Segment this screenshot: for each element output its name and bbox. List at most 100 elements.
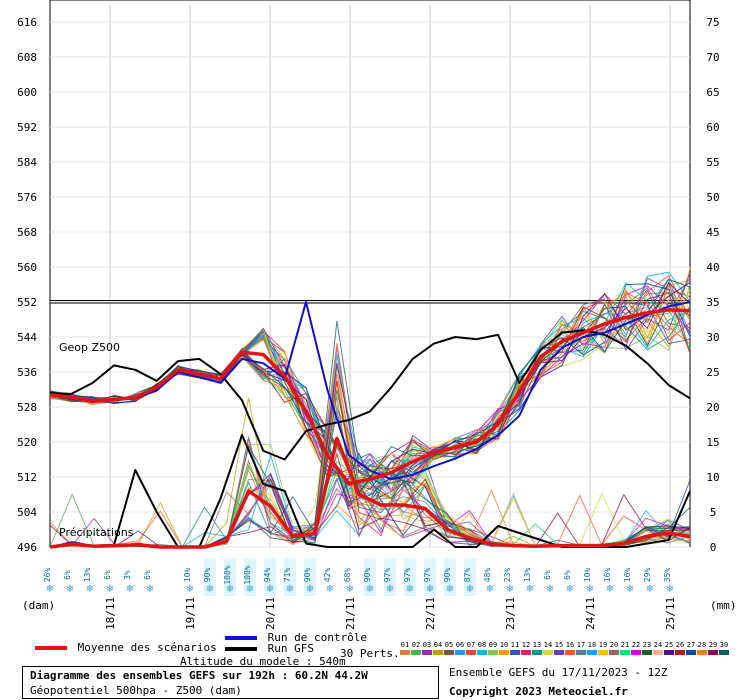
member-color-swatch — [521, 650, 531, 655]
member-id-label: 06 — [456, 641, 464, 649]
left-tick-label: 552 — [17, 296, 37, 309]
member-id-label: 24 — [654, 641, 662, 649]
right-tick-label: 55 — [706, 156, 719, 169]
member-color-swatch — [664, 650, 674, 655]
left-tick-label: 544 — [17, 331, 37, 344]
member-color-swatch — [598, 650, 608, 655]
member-id-label: 21 — [621, 641, 629, 649]
z500-mean-line — [49, 308, 691, 486]
snowflake-icon: ❄ — [626, 584, 634, 595]
precip-probability: 16% — [623, 568, 632, 583]
snowflake-icon: ❄ — [526, 584, 534, 595]
member-color-swatch — [587, 650, 597, 655]
member-id-label: 13 — [533, 641, 541, 649]
x-date-label: 24/11 — [584, 597, 597, 630]
snowflake-icon: ❄ — [146, 584, 154, 595]
probability-bg — [244, 558, 256, 596]
snowflake-icon: ❄ — [486, 584, 494, 595]
member-id-label: 12 — [522, 641, 530, 649]
member-id-label: 07 — [467, 641, 475, 649]
snowflake-icon: ❄ — [446, 584, 454, 595]
snowflake-icon: ❄ — [326, 584, 334, 595]
precip-probability: 16% — [603, 568, 612, 583]
member-color-swatch — [675, 650, 685, 655]
snowflake-icon: ❄ — [366, 584, 374, 595]
member-color-swatch — [686, 650, 696, 655]
chart-title: Diagramme des ensembles GEFS sur 192h : … — [30, 669, 368, 682]
precipitations-label: Précipitations — [59, 526, 134, 539]
member-color-swatch — [455, 650, 465, 655]
snowflake-icon: ❄ — [606, 584, 614, 595]
member-color-swatch — [433, 650, 443, 655]
member-id-label: 26 — [676, 641, 684, 649]
z500-control-line — [49, 301, 691, 481]
geop-z500-label: Geop Z500 — [59, 341, 120, 354]
member-color-swatch — [642, 650, 652, 655]
left-tick-label: 568 — [17, 226, 37, 239]
left-tick-label: 528 — [17, 401, 37, 414]
right-tick-label: 45 — [706, 226, 719, 239]
left-tick-label: 616 — [17, 16, 37, 29]
member-id-label: 30 — [720, 641, 728, 649]
member-color-swatch — [477, 650, 487, 655]
snowflake-icon: ❄ — [666, 584, 674, 595]
precip-probability: 6% — [563, 570, 572, 580]
probability-bg — [204, 558, 216, 596]
precip-probability: 90% — [443, 568, 452, 583]
x-date-label: 22/11 — [424, 597, 437, 630]
member-id-label: 08 — [478, 641, 486, 649]
precip-probability: 97% — [383, 568, 392, 583]
precip-probability: 100% — [223, 565, 232, 584]
right-axis-label: (mm) — [710, 599, 737, 612]
probability-bg — [464, 558, 476, 596]
right-tick-label: 15 — [706, 436, 719, 449]
member-id-label: 15 — [555, 641, 563, 649]
left-tick-label: 608 — [17, 51, 37, 64]
legend-mean-label: Moyenne des scénarios — [77, 641, 217, 654]
snowflake-icon: ❄ — [586, 584, 594, 595]
member-color-swatch — [631, 650, 641, 655]
snowflake-icon: ❄ — [126, 584, 134, 595]
probability-bg — [284, 558, 296, 596]
left-tick-label: 576 — [17, 191, 37, 204]
precip-probability: 94% — [263, 568, 272, 583]
x-date-label: 20/11 — [264, 597, 277, 630]
probability-bg — [364, 558, 376, 596]
precip-probability: 3% — [123, 570, 132, 580]
right-tick-label: 50 — [706, 191, 719, 204]
member-id-label: 09 — [489, 641, 497, 649]
right-tick-label: 25 — [706, 366, 719, 379]
member-color-swatch — [576, 650, 586, 655]
left-tick-label: 520 — [17, 436, 37, 449]
member-id-label: 22 — [632, 641, 640, 649]
member-id-label: 27 — [687, 641, 695, 649]
precip-probability: 6% — [103, 570, 112, 580]
snowflake-icon: ❄ — [426, 584, 434, 595]
member-color-swatch — [510, 650, 520, 655]
probability-bg — [424, 558, 436, 596]
x-date-label: 19/11 — [184, 597, 197, 630]
member-color-swatch — [609, 650, 619, 655]
member-color-swatch — [708, 650, 718, 655]
left-tick-label: 560 — [17, 261, 37, 274]
x-date-label: 18/11 — [104, 597, 117, 630]
precip-probability: 23% — [503, 568, 512, 583]
precip-probability: 6% — [63, 570, 72, 580]
run-info: Ensemble GEFS du 17/11/2023 - 12Z — [449, 666, 668, 679]
precip-probability: 13% — [83, 568, 92, 583]
snowflake-icon: ❄ — [206, 584, 214, 595]
member-color-swatch — [532, 650, 542, 655]
legend-control-swatch — [225, 636, 257, 640]
precip-probability: 68% — [343, 568, 352, 583]
legend-control-label: Run de contrôle — [267, 631, 367, 644]
left-tick-label: 584 — [17, 156, 37, 169]
left-tick-label: 592 — [17, 121, 37, 134]
snowflake-icon: ❄ — [346, 584, 354, 595]
snowflake-icon: ❄ — [106, 584, 114, 595]
precip-probability: 10% — [183, 568, 192, 583]
right-tick-label: 35 — [706, 296, 719, 309]
copyright: Copyright 2023 Meteociel.fr — [449, 685, 628, 698]
snowflake-icon: ❄ — [506, 584, 514, 595]
precip-probability: 35% — [663, 568, 672, 583]
left-tick-label: 504 — [17, 506, 37, 519]
